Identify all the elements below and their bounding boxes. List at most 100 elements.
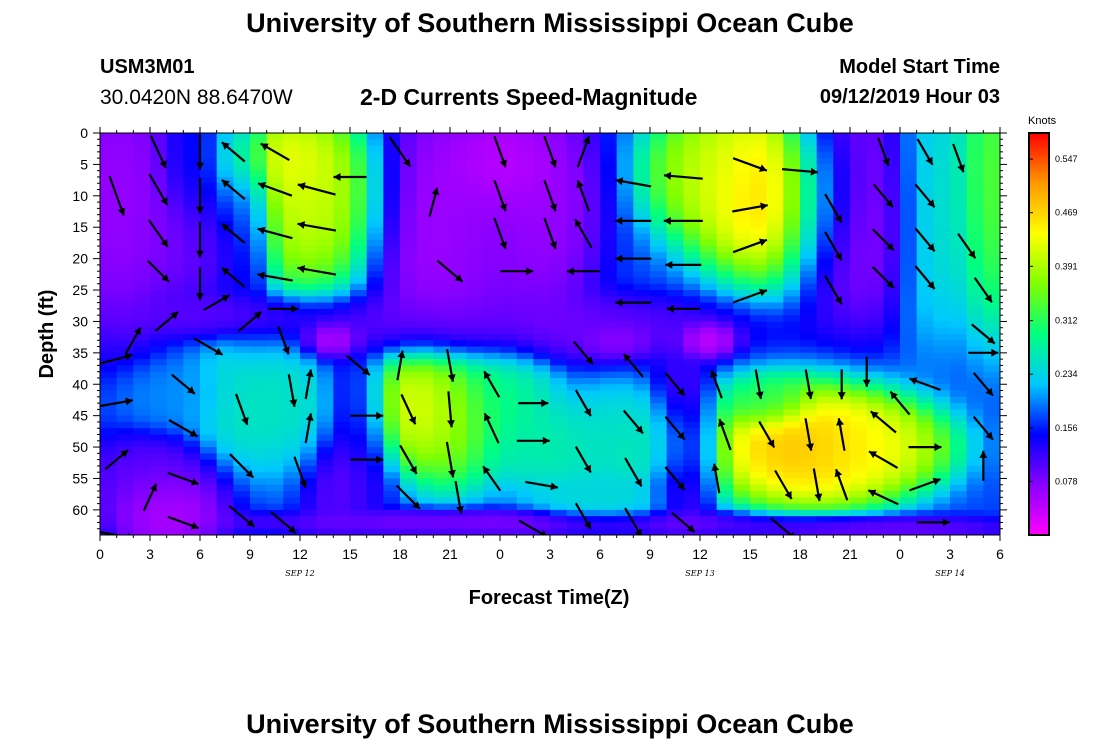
heat-cell: [783, 246, 801, 253]
heat-cell: [850, 359, 868, 367]
heat-cell: [550, 447, 568, 454]
heat-cell: [433, 164, 451, 172]
heat-cell: [466, 421, 484, 429]
heat-cell: [116, 516, 134, 524]
heat-cell: [466, 440, 484, 448]
heat-cell: [400, 390, 418, 398]
heat-cell: [133, 139, 151, 147]
heat-cell: [583, 239, 601, 247]
heat-cell: [900, 239, 918, 247]
heat-cell: [733, 528, 751, 535]
heat-cell: [550, 170, 568, 178]
current-vector: [622, 409, 644, 435]
heat-cell: [483, 208, 501, 216]
heat-cell: [583, 491, 601, 498]
heat-cell: [350, 290, 368, 297]
heat-cell: [150, 503, 168, 511]
heat-cell: [750, 491, 768, 498]
heat-cell: [250, 302, 268, 310]
heat-cell: [900, 516, 918, 524]
heat-cell: [166, 377, 184, 385]
heat-cell: [183, 503, 201, 511]
heat-cell: [433, 258, 451, 266]
heat-cell: [916, 472, 934, 480]
heat-cell: [933, 164, 951, 172]
heat-cell: [916, 195, 934, 203]
heat-cell: [716, 478, 734, 486]
heat-cell: [233, 334, 251, 341]
heat-cell: [650, 308, 668, 316]
heat-cell: [916, 308, 934, 316]
heat-cell: [266, 377, 284, 385]
current-vector: [399, 444, 418, 475]
heat-cell: [516, 334, 534, 341]
heat-cell: [683, 371, 701, 379]
heat-cell: [183, 346, 201, 354]
heat-cell: [650, 139, 668, 147]
heat-cell: [416, 283, 434, 291]
current-vector: [167, 515, 200, 530]
heat-cell: [400, 220, 418, 228]
heat-cell: [933, 139, 951, 147]
heat-cell: [433, 478, 451, 486]
heat-cell: [966, 327, 984, 335]
heat-cell: [233, 434, 251, 442]
heat-cell: [850, 246, 868, 253]
heat-cell: [616, 252, 634, 260]
heat-cell: [433, 327, 451, 335]
heat-cell: [100, 465, 118, 473]
heat-cell: [550, 403, 568, 410]
heat-cell: [650, 421, 668, 429]
heat-cell: [650, 214, 668, 222]
heat-cell: [533, 176, 551, 184]
heat-cell: [166, 302, 184, 310]
heat-cell: [866, 239, 884, 247]
heat-cell: [750, 428, 768, 436]
heat-cell: [116, 315, 134, 323]
heat-cell: [450, 403, 468, 410]
heat-cell: [733, 359, 751, 367]
heat-cell: [566, 459, 584, 467]
heat-cell: [850, 145, 868, 153]
heat-cell: [616, 227, 634, 235]
heat-cell: [483, 409, 501, 417]
heat-cell: [900, 195, 918, 203]
heat-cell: [850, 384, 868, 392]
heat-cell: [800, 164, 818, 172]
heat-cell: [650, 151, 668, 159]
current-vector: [909, 377, 941, 391]
heat-cell: [900, 472, 918, 480]
heat-cell: [400, 334, 418, 341]
heat-cell: [350, 321, 368, 329]
heat-cell: [816, 170, 834, 178]
heat-cell: [133, 170, 151, 178]
heat-cell: [450, 246, 468, 253]
heat-cell: [783, 384, 801, 392]
heat-cell: [516, 183, 534, 191]
heat-cell: [733, 478, 751, 486]
heat-cell: [616, 176, 634, 184]
heat-cell: [283, 239, 301, 247]
heat-cell: [833, 327, 851, 335]
heat-cell: [816, 340, 834, 348]
heat-cell: [400, 308, 418, 316]
heat-cell: [966, 145, 984, 153]
heat-cell: [150, 421, 168, 429]
heat-cell: [583, 183, 601, 191]
heat-cell: [150, 497, 168, 505]
heat-cell: [950, 151, 968, 159]
heat-cell: [250, 183, 268, 191]
heat-cell: [433, 459, 451, 467]
heat-cell: [383, 365, 401, 373]
heat-cell: [350, 434, 368, 442]
heat-cell: [283, 164, 301, 172]
heat-cell: [366, 428, 384, 436]
heat-cell: [950, 271, 968, 279]
heat-cell: [483, 308, 501, 316]
heat-cell: [683, 164, 701, 172]
heat-cell: [850, 139, 868, 147]
heat-cell: [683, 440, 701, 448]
heat-cell: [916, 371, 934, 379]
heat-cell: [316, 390, 334, 398]
heat-cell: [433, 415, 451, 423]
